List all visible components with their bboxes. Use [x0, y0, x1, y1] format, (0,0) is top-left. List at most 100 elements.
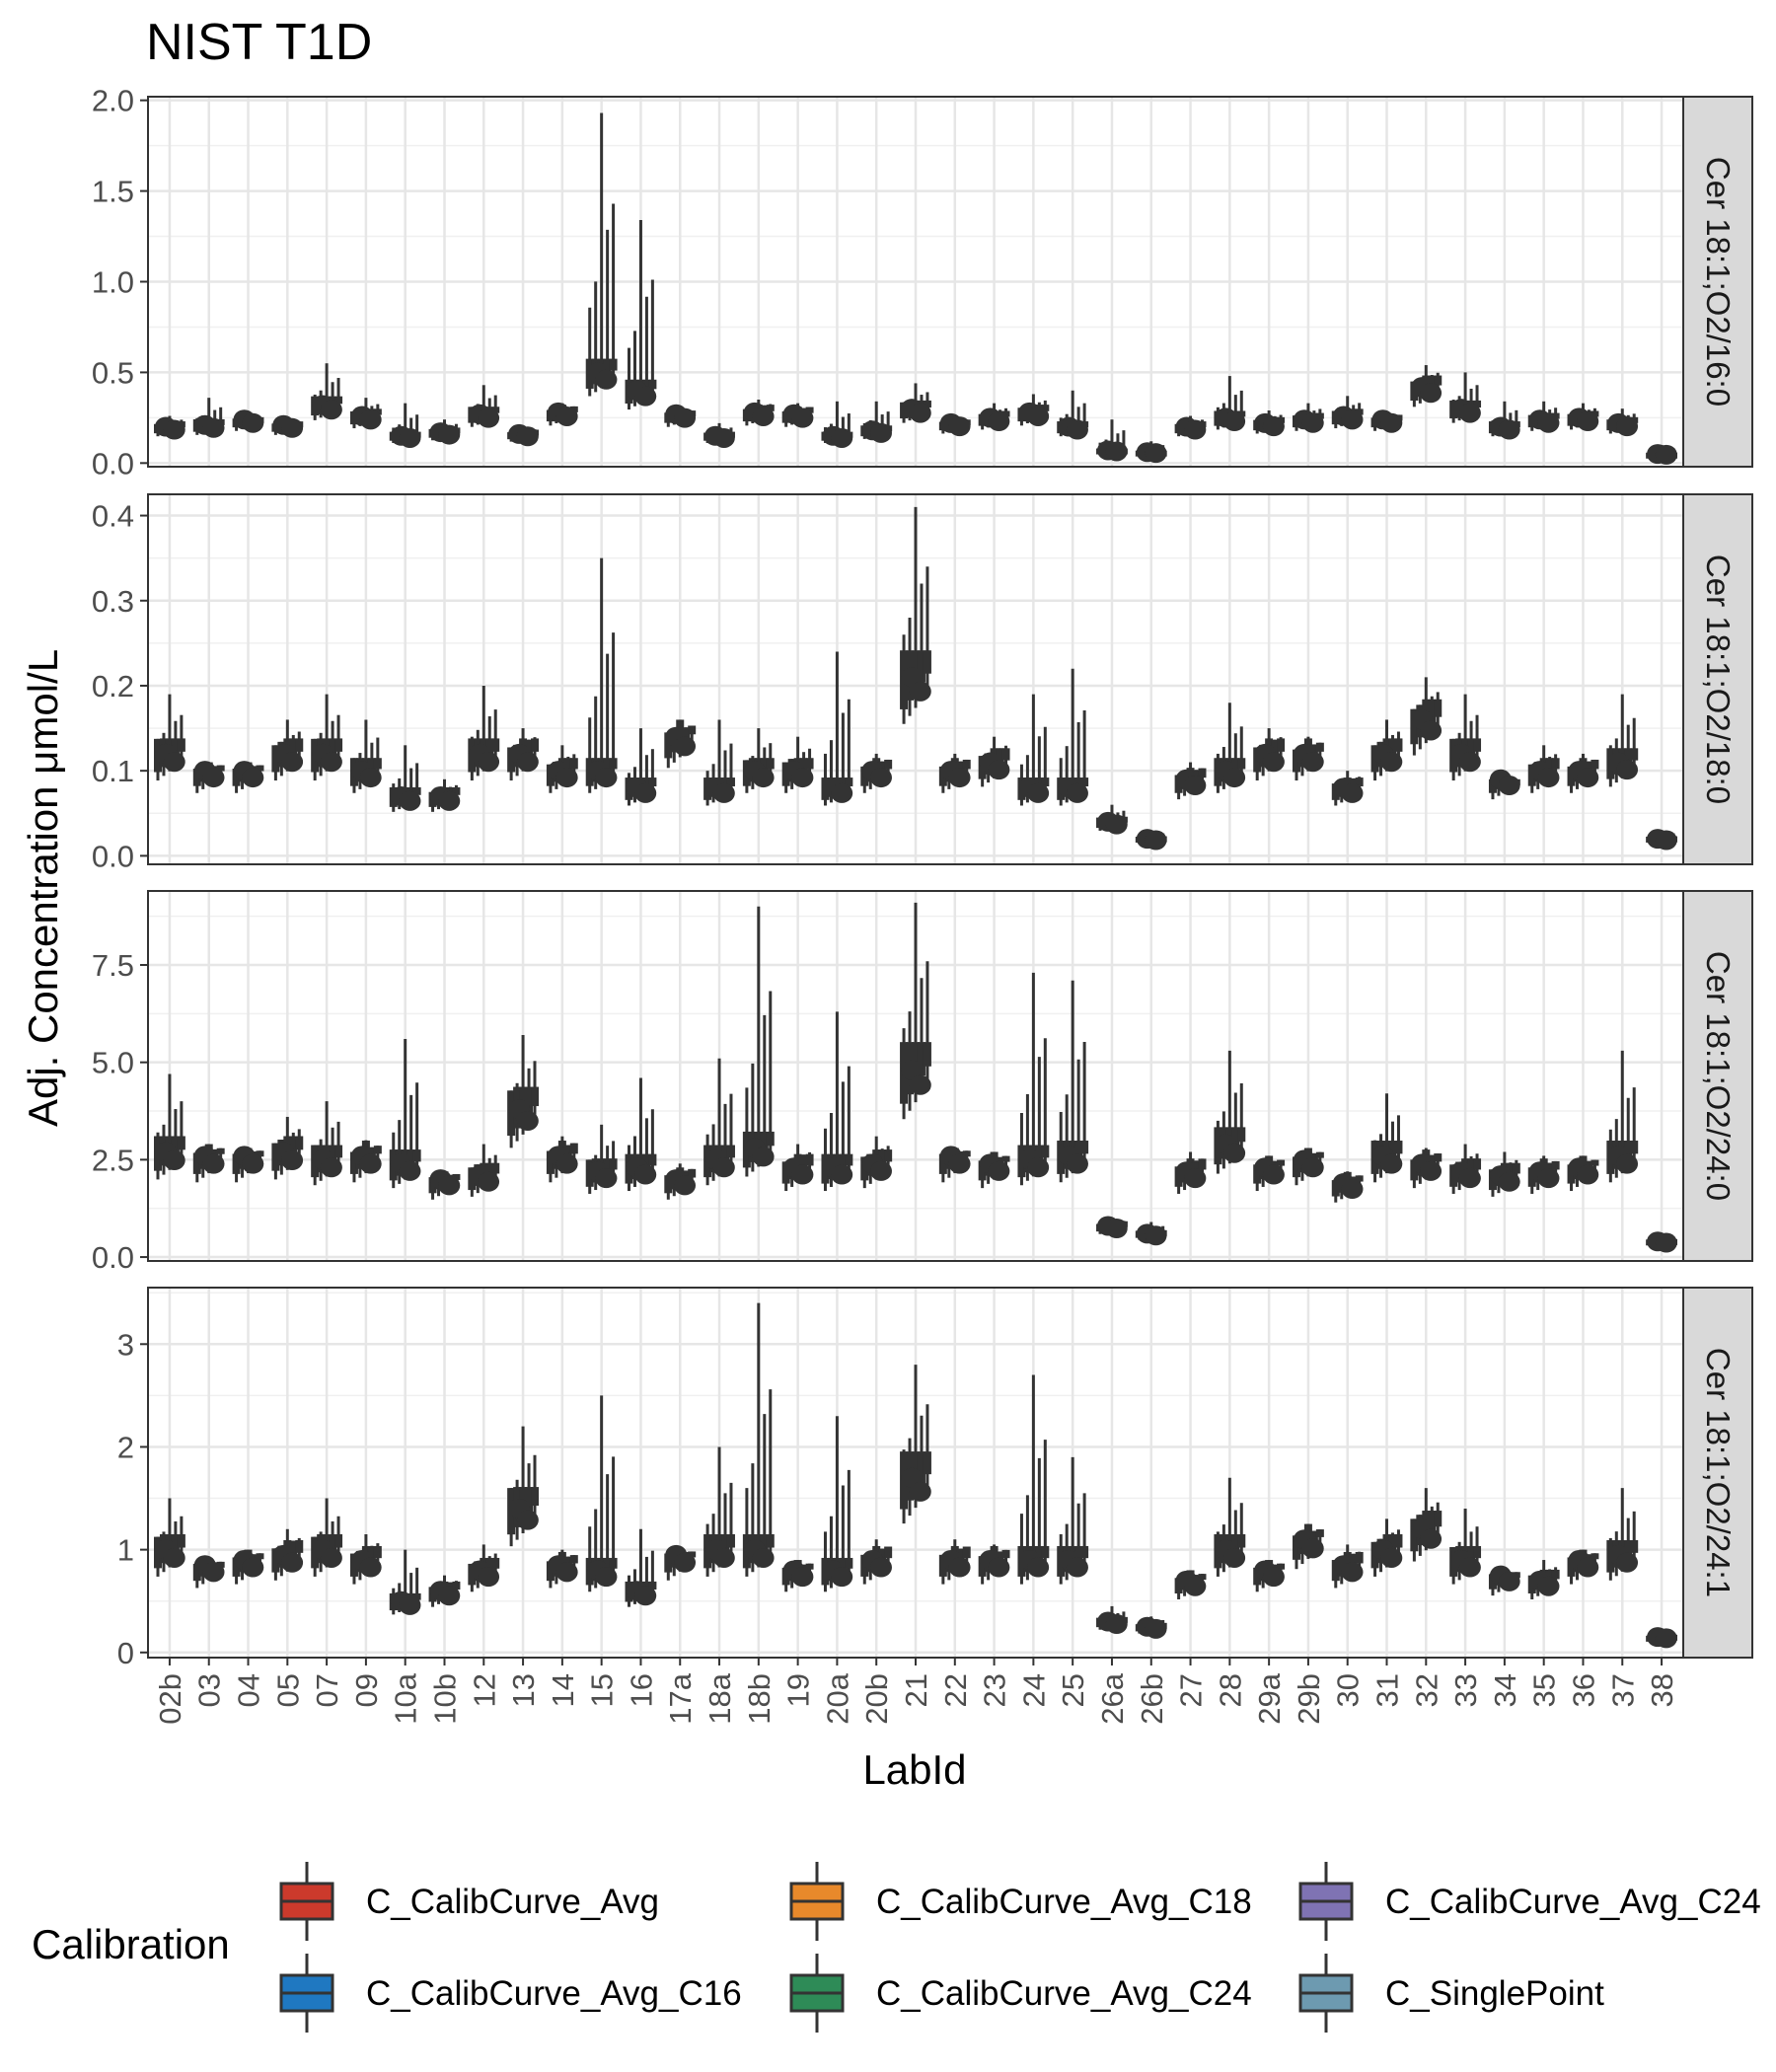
boxplot-mark-26a: [1096, 419, 1128, 462]
boxplot-mark-29a: [1253, 410, 1286, 437]
boxplot-mark-35: [1527, 1560, 1560, 1599]
facet-strip-label: Cer 18:1;O2/24:0: [1700, 951, 1737, 1201]
outlier-point: [438, 424, 461, 445]
y-tick-label: 0.1: [92, 754, 134, 788]
box: [1428, 699, 1437, 724]
boxplot-mark-31: [1370, 719, 1403, 781]
boxplot-mark-10a: [389, 1549, 421, 1615]
box: [569, 758, 578, 770]
boxplot-mark-32: [1410, 1147, 1443, 1189]
outlier-point: [1616, 1153, 1639, 1174]
box: [349, 1151, 358, 1174]
box: [177, 738, 185, 752]
box: [1271, 739, 1280, 758]
outlier-point: [948, 1153, 971, 1174]
outlier-point: [634, 1164, 657, 1185]
boxplot-mark-10b: [428, 1169, 461, 1200]
x-tick-label: 13: [506, 1673, 541, 1707]
legend-label: C_CalibCurve_Avg_C24: [1385, 1883, 1761, 1921]
boxplot-mark-16: [625, 1528, 657, 1607]
boxplot-mark-10b: [428, 778, 461, 812]
boxplot-mark-27: [1174, 762, 1207, 800]
boxplot-mark-37: [1606, 1050, 1639, 1183]
boxplot-mark-38: [1646, 444, 1677, 465]
outlier-point: [1420, 720, 1443, 741]
box: [1410, 708, 1419, 745]
boxplot-mark-34: [1488, 401, 1520, 440]
box: [878, 1548, 887, 1563]
outlier-point: [1420, 383, 1443, 404]
boxplot-mark-22: [938, 1539, 971, 1585]
boxplot-mark-05: [271, 414, 304, 438]
y-tick-label: 2: [117, 1430, 134, 1464]
boxplot-mark-30: [1331, 1544, 1364, 1589]
boxplot-mark-16: [625, 728, 657, 806]
boxplot-mark-25: [1057, 1456, 1089, 1585]
boxplot-mark-02b: [154, 415, 185, 440]
legend-item: C_CalibCurve_Avg_C16: [279, 1954, 742, 2033]
boxplot-mark-13: [507, 1035, 540, 1148]
boxplot-mark-38: [1646, 829, 1677, 851]
box: [171, 1136, 180, 1155]
boxplot-mark-38: [1646, 1627, 1677, 1649]
x-tick-label: 19: [781, 1673, 816, 1707]
boxplot-mark-25: [1057, 390, 1089, 440]
outlier-point: [1105, 814, 1128, 835]
x-tick-label: 07: [310, 1673, 344, 1707]
outlier-point: [634, 782, 657, 803]
boxplot-mark-09: [349, 1534, 382, 1585]
boxplot-mark-15: [585, 1124, 618, 1194]
box: [452, 1581, 461, 1591]
outlier-point: [1577, 1557, 1599, 1578]
box: [289, 1540, 298, 1558]
boxplot-mark-04: [232, 409, 264, 433]
outlier-point: [281, 417, 304, 438]
x-tick-label: 15: [585, 1673, 620, 1707]
y-tick-label: 2.0: [92, 84, 134, 118]
boxplot-mark-19: [781, 1144, 814, 1192]
x-tick-label: 10a: [389, 1672, 423, 1724]
outlier-point: [1380, 752, 1403, 773]
box: [1041, 777, 1050, 787]
y-tick-label: 0.0: [92, 1240, 134, 1275]
box: [1434, 1511, 1443, 1527]
box: [845, 1557, 853, 1569]
outlier-point: [1498, 1571, 1520, 1591]
box: [334, 738, 343, 752]
boxplot-mark-29b: [1292, 1147, 1324, 1186]
box: [1551, 1569, 1560, 1580]
boxplot-mark-21: [900, 1365, 931, 1524]
outlier-point: [1380, 1547, 1403, 1568]
legend-label: C_CalibCurve_Avg_C16: [366, 1974, 742, 2013]
outlier-point: [320, 1547, 342, 1568]
box: [923, 1451, 931, 1475]
box: [923, 400, 931, 408]
y-tick-label: 0.4: [92, 499, 134, 534]
boxplot-mark-02b: [154, 1498, 185, 1577]
box: [884, 1546, 893, 1559]
outlier-point: [752, 1147, 775, 1167]
outlier-point: [1262, 752, 1285, 773]
box: [799, 758, 808, 774]
outlier-point: [1223, 1143, 1246, 1163]
box: [1080, 1545, 1089, 1559]
outlier-point: [1616, 416, 1639, 437]
outlier-point: [555, 1562, 578, 1583]
box: [1591, 1159, 1599, 1166]
outlier-point: [438, 1175, 461, 1196]
outlier-point: [1420, 1528, 1443, 1549]
outlier-point: [791, 1567, 814, 1588]
outlier-point: [478, 752, 500, 773]
box: [1315, 1151, 1324, 1158]
outlier-point: [1498, 419, 1520, 440]
box: [295, 1539, 304, 1553]
box: [1434, 699, 1443, 717]
boxplot-mark-16: [625, 220, 657, 410]
box: [1355, 408, 1364, 415]
boxplot-mark-05: [271, 1116, 304, 1180]
boxplot-mark-15: [585, 557, 618, 793]
box: [412, 1592, 421, 1600]
y-axis-title: Adj. Concentration μmol/L: [20, 649, 66, 1127]
box: [1473, 400, 1482, 408]
x-tick-label: 37: [1605, 1673, 1640, 1707]
